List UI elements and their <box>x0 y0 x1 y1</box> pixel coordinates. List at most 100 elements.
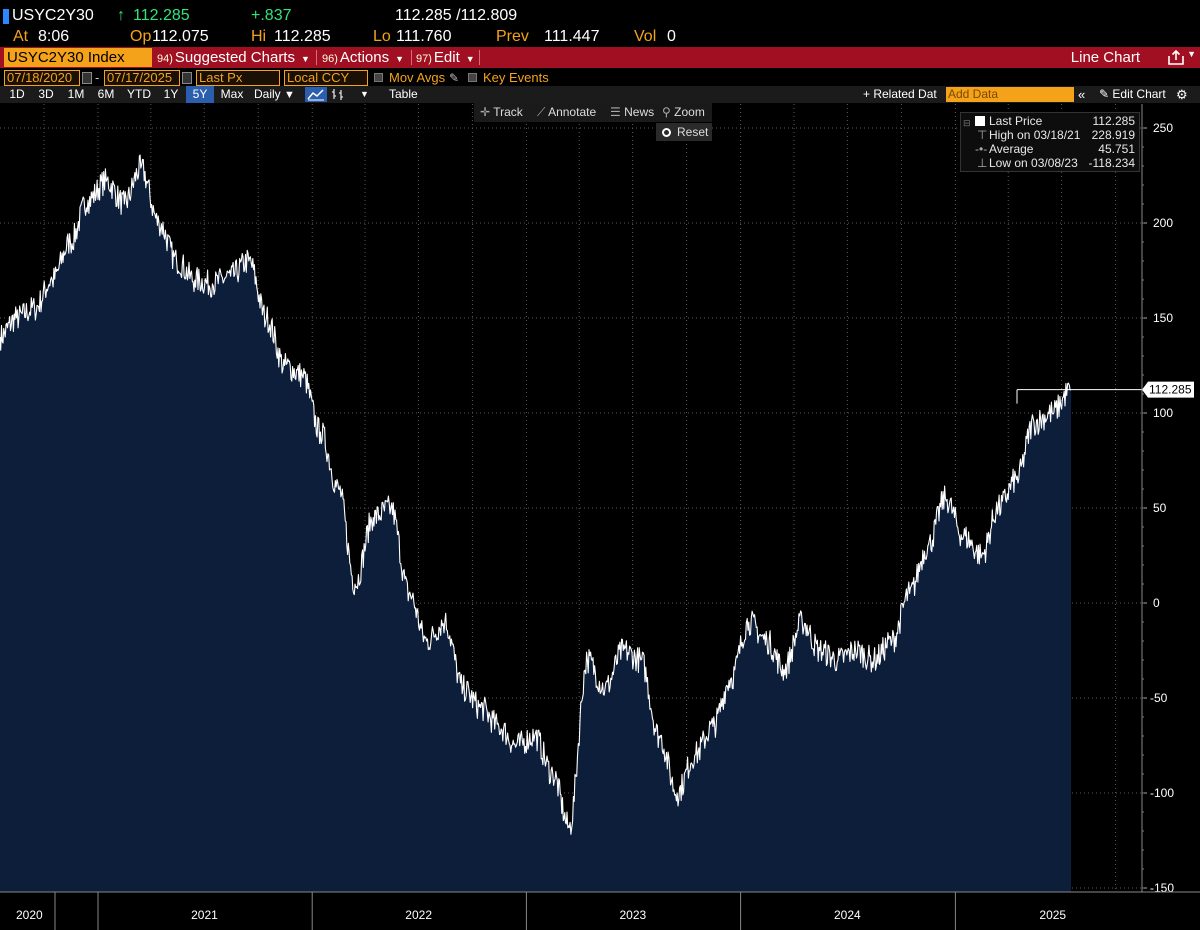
chevron-down-icon: ▼ <box>465 54 475 64</box>
track-label: Track <box>493 105 523 119</box>
range-max[interactable]: Max <box>220 87 244 101</box>
legend-label: High on 03/18/21 <box>989 128 1081 142</box>
range-toolbar <box>0 86 1200 103</box>
legend-value: 228.919 <box>1091 128 1135 142</box>
range-1m[interactable]: 1M <box>67 87 85 101</box>
chevron-down-icon: ▼ <box>300 54 310 64</box>
pencil-icon: ✎ <box>1099 87 1110 101</box>
at-time: 8:06 <box>38 28 70 45</box>
actions-menu[interactable]: 96) Actions ▼ <box>322 47 404 68</box>
ticker-color-marker <box>3 9 9 24</box>
share-icon[interactable] <box>1168 50 1184 65</box>
add-data-input[interactable]: Add Data <box>946 87 1074 102</box>
x-tick-label: 2024 <box>834 908 861 922</box>
suggested-charts-menu[interactable]: 94) Suggested Charts ▼ <box>157 47 310 68</box>
x-tick-label: 2023 <box>620 908 647 922</box>
table-button[interactable]: Table <box>389 87 418 101</box>
menu-divider <box>316 50 317 65</box>
chart-type-dropdown-icon[interactable]: ▼ <box>360 89 369 99</box>
security-input[interactable]: USYC2Y30 Index <box>4 48 152 67</box>
line-chart-title: Line Chart <box>1070 49 1140 66</box>
actions-label: Actions <box>339 49 390 66</box>
news-tool[interactable]: ☰ News <box>610 103 654 122</box>
annotate-tool[interactable]: ⟋ Annotate <box>537 103 596 122</box>
track-tool[interactable]: ✛ Track <box>480 103 523 122</box>
x-tick-label: 2021 <box>191 908 218 922</box>
reset-button[interactable]: Reset <box>656 123 712 141</box>
mov-avgs-label[interactable]: Mov Avgs <box>389 70 446 85</box>
edit-label: Edit <box>433 49 460 66</box>
pencil-icon[interactable]: ✎ <box>449 71 460 85</box>
net-change: +.837 <box>251 7 292 24</box>
legend-label: Average <box>989 142 1034 156</box>
menu-divider <box>411 50 412 65</box>
ticker-symbol[interactable]: USYC2Y30 <box>12 7 94 24</box>
prev-value: 111.447 <box>544 28 600 45</box>
edit-chart-label: Edit Chart <box>1112 87 1166 101</box>
actions-number: 96) <box>322 53 338 65</box>
y-tick-label: -100 <box>1150 786 1174 800</box>
zoom-label: Zoom <box>674 105 705 119</box>
zoom-tool[interactable]: ⚲ Zoom <box>662 103 705 122</box>
currency-select[interactable]: Local CCY <box>284 70 368 86</box>
chevron-down-icon: ▼ <box>284 89 295 101</box>
range-ytd[interactable]: YTD <box>127 87 151 101</box>
open-label: Op <box>130 28 152 45</box>
crosshair-icon: ✛ <box>480 105 491 119</box>
range-1y[interactable]: 1Y <box>163 87 179 101</box>
reset-icon <box>662 128 671 137</box>
legend-value: 45.751 <box>1098 142 1135 156</box>
volume-label: Vol <box>634 28 657 45</box>
share-dropdown-icon[interactable]: ▼ <box>1187 49 1196 59</box>
low-label: Lo <box>373 28 391 45</box>
line-chart-type-icon[interactable] <box>305 87 327 102</box>
gear-icon[interactable]: ⚙ <box>1176 87 1188 102</box>
range-3d[interactable]: 3D <box>38 87 54 101</box>
collapse-icon[interactable]: « <box>1078 87 1086 102</box>
average-marker-icon: -•- <box>975 142 988 156</box>
edit-chart-button[interactable]: ✎ Edit Chart <box>1099 86 1166 103</box>
annotate-label: Annotate <box>548 105 597 119</box>
magnifier-icon: ⚲ <box>662 105 671 119</box>
start-date-field[interactable]: 07/18/2020 <box>4 70 80 86</box>
x-tick-label: 2020 <box>16 908 43 922</box>
price-area <box>0 155 1071 893</box>
related-data-button[interactable]: + Related Dat <box>863 87 937 101</box>
legend-value: -118.234 <box>1088 156 1135 170</box>
range-1d[interactable]: 1D <box>9 87 25 101</box>
chart-legend: ⊟ Last Price 112.285 ⊤ High on 03/18/21 … <box>960 112 1140 172</box>
last-price-tag <box>1142 381 1194 398</box>
news-icon: ☰ <box>610 105 621 119</box>
mov-avgs-checkbox[interactable] <box>374 73 383 82</box>
price-line <box>0 154 1072 835</box>
x-tick-label: 2022 <box>405 908 432 922</box>
bar-chart-type-icon[interactable] <box>331 88 345 101</box>
range-5y[interactable]: 5Y <box>186 86 214 103</box>
legend-toggle-icon[interactable]: ⊟ <box>963 118 971 128</box>
end-date-field[interactable]: 07/17/2025 <box>104 70 180 86</box>
chart-tools-bar <box>474 103 712 122</box>
frequency-label: Daily <box>254 87 281 101</box>
calendar-icon[interactable] <box>182 72 192 84</box>
y-tick-label: 200 <box>1153 216 1173 230</box>
key-events-checkbox[interactable] <box>468 73 477 82</box>
key-events-label[interactable]: Key Events <box>483 70 549 85</box>
open-value: 112.075 <box>152 28 209 45</box>
high-value: 112.285 <box>274 28 331 45</box>
x-axis: 2020 2021 2022 2023 2024 2025 <box>0 891 1200 930</box>
frequency-select[interactable]: Daily ▼ <box>254 86 295 103</box>
legend-low: ⊥ Low on 03/08/23 -118.234 <box>961 156 1141 170</box>
legend-high: ⊤ High on 03/18/21 228.919 <box>961 128 1141 142</box>
range-6m[interactable]: 6M <box>97 87 115 101</box>
y-tick-label: 250 <box>1153 121 1173 135</box>
price-field-select[interactable]: Last Px <box>196 70 280 86</box>
edit-menu[interactable]: 97) Edit ▼ <box>416 47 475 68</box>
y-axis: 250 200 150 100 50 0 -50 -100 -150 <box>1141 104 1174 895</box>
calendar-icon[interactable] <box>82 72 92 84</box>
y-tick-label: -150 <box>1150 881 1174 895</box>
menu-bar <box>0 47 1200 68</box>
last-price-line: 112.285 <box>1016 381 1194 404</box>
y-tick-label: 150 <box>1153 311 1173 325</box>
x-tick-label: 2025 <box>1039 908 1066 922</box>
